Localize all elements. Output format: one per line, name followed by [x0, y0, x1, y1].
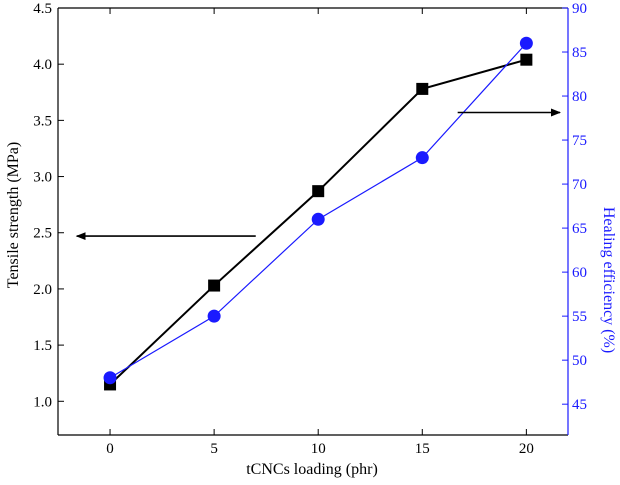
y-left-tick-label: 1.0 [33, 394, 52, 410]
y-right-tick-label: 50 [572, 353, 587, 369]
healing-efficiency-point [103, 371, 117, 385]
y-left-tick-label: 2.0 [33, 282, 52, 298]
healing-efficiency-point [311, 212, 325, 226]
x-tick-label: 15 [415, 441, 430, 457]
y-right-tick-label: 65 [572, 221, 587, 237]
tensile-strength-point [520, 53, 533, 66]
y-right-axis-title: Healing efficiency (%) [600, 207, 617, 353]
y-left-tick-label: 1.5 [33, 338, 52, 354]
y-left-tick-label: 4.5 [33, 1, 52, 17]
y-left-tick-label: 3.5 [33, 113, 52, 129]
y-left-tick-label: 2.5 [33, 226, 52, 242]
healing-efficiency-line [109, 42, 527, 379]
x-tick-label: 0 [106, 441, 114, 457]
y-right-tick-label: 60 [572, 265, 587, 281]
tensile-strength-point [416, 82, 429, 95]
y-right-tick-label: 55 [572, 309, 587, 325]
x-tick-label: 5 [210, 441, 218, 457]
y-right-tick-label: 70 [572, 177, 587, 193]
y-right-tick-label: 90 [572, 1, 587, 17]
y-right-tick-label: 45 [572, 397, 587, 413]
y-right-tick-label: 75 [572, 133, 587, 149]
x-tick-label: 10 [311, 441, 326, 457]
tensile-strength-point [208, 279, 221, 292]
x-tick-label: 20 [519, 441, 534, 457]
y-left-axis-title: Tensile strength (MPa) [5, 142, 22, 288]
healing-efficiency-point [207, 309, 221, 323]
y-right-tick-label: 85 [572, 45, 587, 61]
y-right-tick-label: 80 [572, 89, 587, 105]
y-left-tick-label: 4.0 [33, 57, 52, 73]
healing-efficiency-point [519, 36, 533, 50]
healing-efficiency-point [415, 151, 429, 165]
y-left-tick-label: 3.0 [33, 170, 52, 186]
tensile-strength-point [312, 185, 325, 198]
x-axis-title: tCNCs loading (phr) [246, 461, 378, 478]
